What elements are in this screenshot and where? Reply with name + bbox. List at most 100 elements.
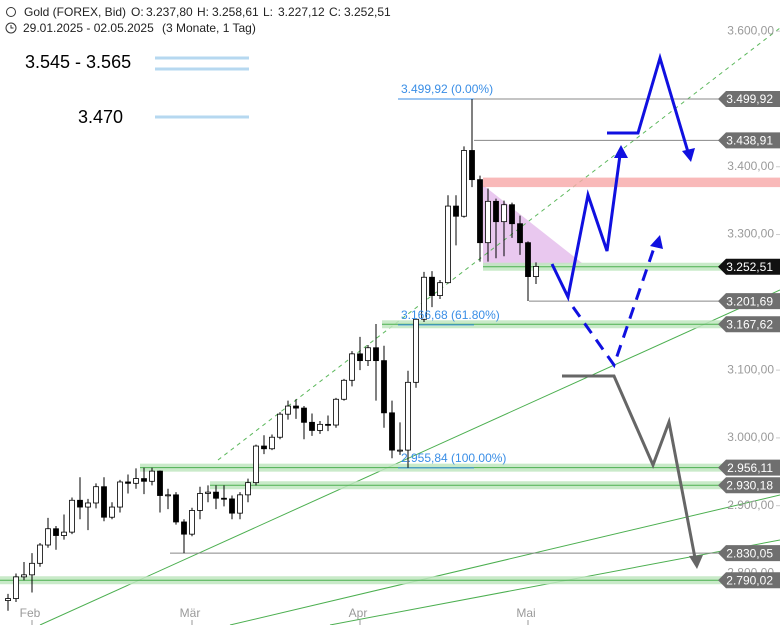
level-tag — [718, 572, 780, 589]
candle-body — [381, 360, 387, 414]
ohlc-value: 3.237,80 — [146, 5, 193, 19]
fib-label: 3.166,68 (61.80%) — [401, 308, 500, 322]
date-range: 29.01.2025 - 02.05.2025 — [23, 21, 154, 35]
level-label: 2.956,11 — [727, 461, 773, 475]
candle-body — [269, 436, 275, 450]
level-label: 3.252,51 — [726, 260, 773, 274]
candle-body — [469, 150, 475, 181]
candle-body — [405, 381, 411, 451]
candle-body — [293, 405, 299, 409]
ohlc-values: O: 3.237,80 H: 3.258,61 L: 3.227,12 C: 3.252,51 — [131, 5, 391, 19]
candle-body — [149, 470, 155, 482]
candle-body — [389, 412, 395, 451]
labels-layer: 3.499,92 3.438,91 3.252,51 3.201,69 3.167,62… — [20, 82, 780, 625]
candle-body — [101, 486, 107, 518]
candle-body — [69, 499, 75, 533]
arrowhead — [614, 145, 628, 158]
candle-body — [125, 481, 131, 484]
candle-body — [453, 205, 459, 217]
candle-body — [533, 266, 539, 277]
candle-body — [437, 282, 443, 296]
ohlc-label: L: — [263, 5, 273, 19]
candle-body — [517, 223, 523, 244]
candle-body — [21, 574, 27, 578]
candle-body — [173, 494, 179, 523]
candle-body — [325, 423, 331, 426]
ohlc-value: 3.258,61 — [212, 5, 259, 19]
level-tag — [718, 91, 780, 108]
level-tag — [718, 459, 780, 476]
collapse-icon[interactable] — [6, 7, 16, 17]
candle-body — [301, 407, 307, 423]
candle-body — [13, 576, 19, 599]
arrowhead — [682, 148, 695, 162]
resistance-zone — [483, 177, 780, 188]
levels-layer — [0, 98, 780, 585]
candle-body — [5, 598, 11, 601]
candle-body — [493, 200, 499, 223]
candle-body — [285, 405, 291, 415]
period: (3 Monate, 1 Tag) — [162, 21, 256, 35]
candle-body — [253, 445, 259, 484]
target-label: 3.470 — [78, 107, 123, 127]
trend-line — [39, 289, 780, 625]
projection-up — [550, 154, 622, 302]
candle-body — [53, 528, 59, 536]
level-label: 2.830,05 — [726, 546, 773, 560]
level-tag — [718, 545, 780, 562]
projection-down — [562, 374, 697, 559]
x-tick-label: Apr — [349, 606, 368, 620]
projection-alt — [571, 244, 657, 369]
y-tick-label: 3.100,00 — [727, 362, 774, 376]
ohlc-label: C: — [329, 5, 341, 19]
level-label: 2.930,18 — [726, 478, 773, 492]
candle-body — [501, 204, 507, 223]
candle-body — [229, 498, 235, 514]
level-label: 3.499,92 — [726, 92, 773, 106]
candle-body — [93, 486, 99, 504]
candle-body — [61, 531, 67, 536]
candle-body — [397, 449, 403, 452]
candle-body — [29, 562, 35, 576]
candle-body — [165, 494, 171, 497]
candle-body — [373, 347, 379, 362]
candle-body — [413, 318, 419, 383]
level-label: 3.438,91 — [726, 134, 773, 148]
candle-body — [85, 502, 91, 508]
level-tag — [718, 316, 780, 333]
candle-body — [181, 521, 187, 535]
instrument-title: Gold (FOREX, Bid) — [24, 5, 126, 19]
level-tag — [718, 477, 780, 494]
candle-body — [37, 544, 43, 564]
x-tick-label: Feb — [20, 606, 41, 620]
trend-channel — [217, 27, 780, 461]
candle-body — [189, 510, 195, 535]
candle-body — [77, 499, 83, 508]
y-tick-label: 2.900,00 — [727, 498, 774, 512]
candle-body — [357, 353, 363, 362]
arrowhead — [689, 555, 703, 569]
candles-layer — [5, 98, 539, 611]
ohlc-label: O: — [131, 5, 144, 19]
fib-label: 2.955,84 (100.00%) — [401, 451, 506, 465]
candle-body — [445, 205, 451, 284]
candle-body — [117, 481, 123, 508]
candle-body — [509, 204, 515, 225]
candle-body — [245, 482, 251, 496]
clock-icon — [5, 22, 17, 34]
triangle-pattern — [483, 185, 582, 268]
candle-body — [349, 353, 355, 381]
candle-body — [133, 478, 139, 484]
candle-body — [421, 276, 427, 320]
candle-body — [205, 491, 211, 494]
candle-body — [477, 179, 483, 244]
candle-body — [261, 445, 267, 450]
targets: 3.545 - 3.565 3.470 — [25, 52, 249, 127]
candle-body — [277, 413, 283, 438]
candle-body — [157, 470, 163, 496]
level-tag — [718, 132, 780, 149]
candle-body — [525, 242, 531, 277]
candle-body — [485, 200, 491, 244]
candle-body — [197, 493, 203, 511]
